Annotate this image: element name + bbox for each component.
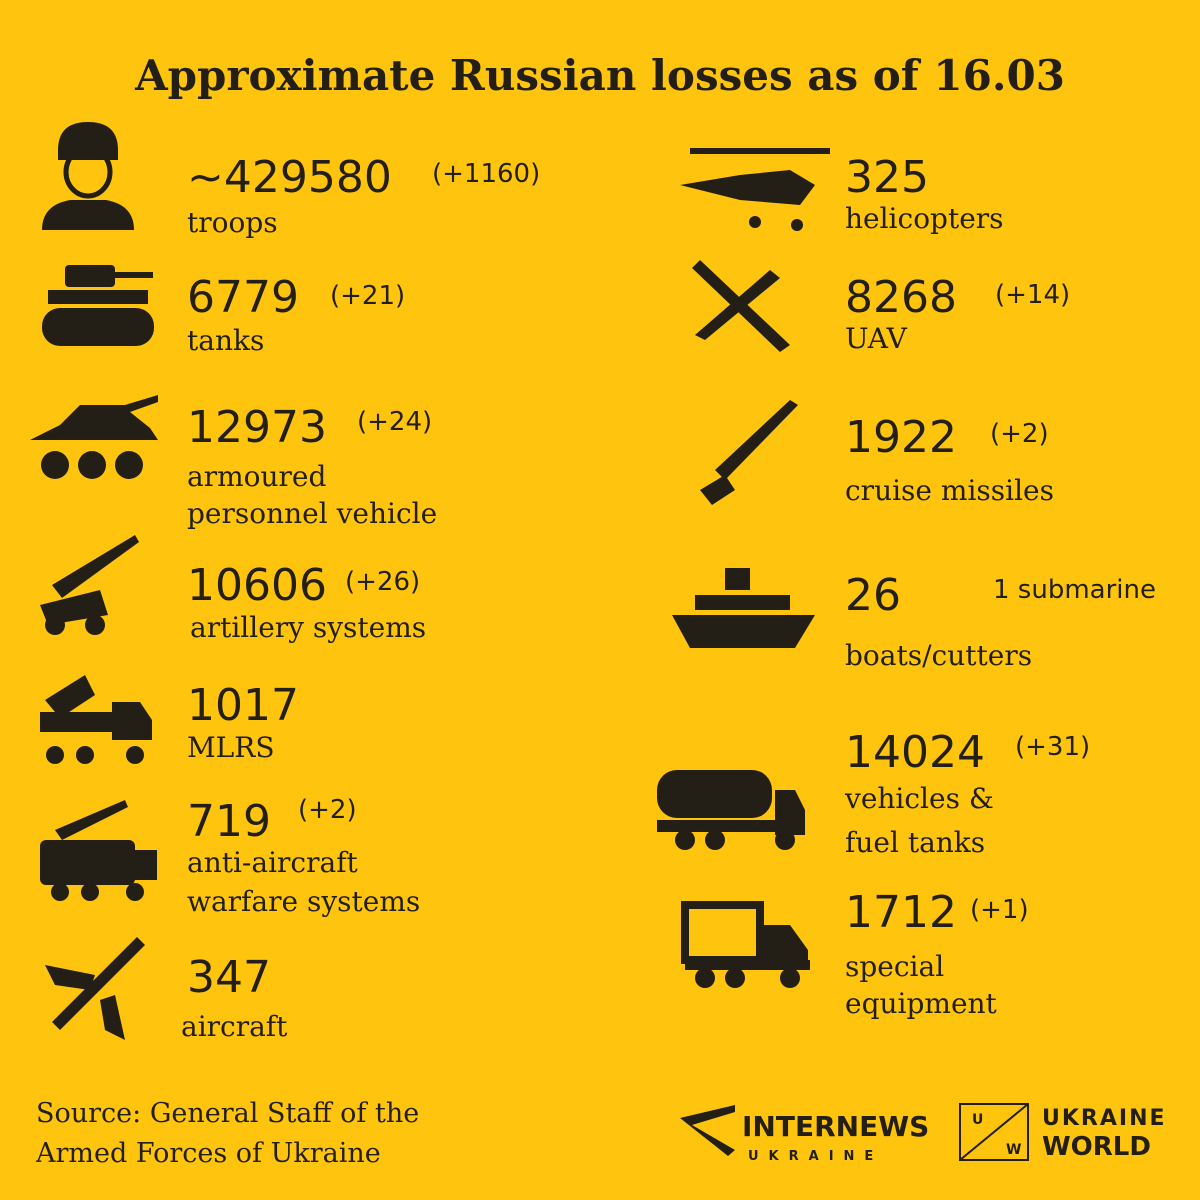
loss-value: ~429580 xyxy=(187,152,392,203)
source: Armed Forces of Ukraine xyxy=(35,1138,381,1169)
loss-label: UAV xyxy=(845,322,908,355)
icons xyxy=(30,122,1029,1161)
loss-label: warfare systems xyxy=(187,885,420,918)
logo-text: WORLD xyxy=(1042,1132,1151,1162)
loss-value: 8268 xyxy=(845,272,957,323)
icon-boat xyxy=(672,568,815,648)
loss-value: 1017 xyxy=(187,680,299,731)
logo-text: UKRAINE xyxy=(1042,1106,1167,1131)
loss-delta: (+2) xyxy=(990,419,1049,449)
loss-delta: (+26) xyxy=(345,567,420,597)
logo-text: INTERNEWS xyxy=(742,1110,929,1143)
loss-value: 1712 xyxy=(845,887,957,938)
icon-missile xyxy=(700,400,798,505)
loss-label: armoured xyxy=(187,460,326,493)
loss-delta: (+31) xyxy=(1015,732,1090,762)
loss-label: vehicles & xyxy=(844,782,994,815)
loss-label: personnel vehicle xyxy=(187,497,437,530)
loss-value: 1922 xyxy=(845,412,957,463)
loss-label: aircraft xyxy=(181,1010,288,1043)
loss-label: anti-aircraft xyxy=(187,846,359,879)
loss-value: 6779 xyxy=(187,272,299,323)
logo-text: W xyxy=(1006,1142,1021,1158)
loss-label: helicopters xyxy=(845,202,1004,235)
icon-artillery xyxy=(40,535,139,635)
loss-label: tanks xyxy=(187,324,264,357)
uw-slash xyxy=(959,1103,1029,1161)
loss-label: artillery systems xyxy=(190,611,426,644)
loss-label: fuel tanks xyxy=(845,826,985,859)
loss-label: boats/cutters xyxy=(845,639,1032,672)
icon-antiaircraft xyxy=(40,800,157,901)
icon-troops xyxy=(42,122,134,230)
loss-delta: (+21) xyxy=(330,281,405,311)
loss-value: 325 xyxy=(845,152,929,203)
loss-label: MLRS xyxy=(187,731,275,764)
loss-label: troops xyxy=(187,206,278,239)
loss-label: cruise missiles xyxy=(845,474,1054,507)
loss-value: 10606 xyxy=(187,560,327,611)
loss-value: 719 xyxy=(187,796,271,847)
loss-value: 12973 xyxy=(187,402,327,453)
logo-text: U xyxy=(972,1112,983,1128)
loss-delta: (+14) xyxy=(995,280,1070,310)
loss-label: equipment xyxy=(845,987,998,1020)
icon-helicopter xyxy=(680,148,830,231)
title: Approximate Russian losses as of 16.03 xyxy=(134,51,1065,100)
internews-mark xyxy=(680,1105,735,1156)
loss-delta: (+1) xyxy=(970,895,1029,925)
logo-text: UKRAINE xyxy=(748,1149,883,1164)
uw-box xyxy=(959,1103,1029,1161)
icon-mlrs xyxy=(40,675,152,764)
icon-fuel-truck xyxy=(657,770,805,850)
loss-value: 14024 xyxy=(845,727,985,778)
loss-delta: (+1160) xyxy=(432,159,540,189)
icon-uav xyxy=(692,260,790,352)
icon-tank xyxy=(42,265,154,346)
loss-value: 26 xyxy=(845,570,901,621)
icon-apc xyxy=(30,395,158,479)
loss-delta: (+24) xyxy=(357,407,432,437)
loss-value: 347 xyxy=(187,952,271,1003)
source: Source: General Staff of the xyxy=(36,1098,419,1129)
icon-aircraft xyxy=(45,937,145,1040)
icon-special-truck xyxy=(681,901,810,988)
loss-delta: 1 submarine xyxy=(993,575,1156,605)
loss-delta: (+2) xyxy=(298,795,357,825)
loss-label: special xyxy=(845,950,944,983)
